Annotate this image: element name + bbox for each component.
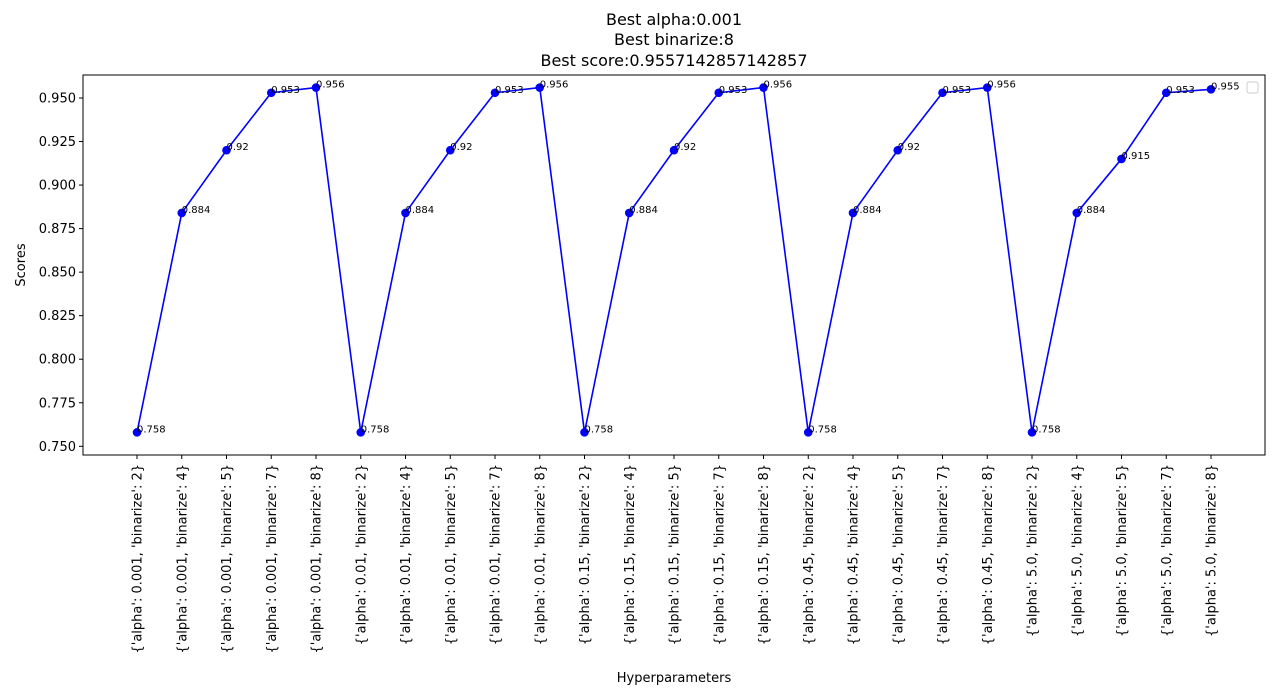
data-point [938, 88, 947, 98]
data-point [580, 428, 589, 437]
legend-box [1246, 81, 1259, 94]
data-point [490, 88, 500, 98]
x-tick-label: {'alpha': 0.001, 'binarize': 5} [220, 464, 235, 654]
x-tick-label: {'alpha': 0.15, 'binarize': 8} [757, 464, 772, 645]
data-point [1117, 154, 1126, 164]
y-axis-label: Scores [14, 243, 29, 286]
data-point [1161, 88, 1171, 98]
y-tick-label: 0.900 [39, 179, 76, 194]
x-tick-label: {'alpha': 0.01, 'binarize': 7} [489, 464, 504, 645]
data-point [445, 145, 455, 155]
data-label: 0.956 [540, 80, 569, 91]
data-point [759, 83, 768, 92]
data-label: 0.92 [674, 142, 696, 153]
data-label: 0.915 [1122, 151, 1151, 162]
y-tick-label: 0.750 [39, 440, 76, 455]
title-line-best-binarize: Best binarize:8 [614, 30, 734, 49]
x-tick-label: {'alpha': 0.45, 'binarize': 8} [981, 464, 996, 645]
x-tick-label: {'alpha': 0.01, 'binarize': 8} [533, 464, 548, 645]
data-point [132, 428, 142, 437]
data-label: 0.758 [808, 424, 837, 435]
x-tick-label: {'alpha': 0.45, 'binarize': 5} [891, 464, 906, 645]
y-tick-label: 0.875 [39, 222, 76, 237]
data-label: 0.953 [271, 85, 300, 96]
data-label: 0.92 [898, 142, 920, 153]
x-tick-label: {'alpha': 0.45, 'binarize': 2} [802, 464, 817, 645]
data-point [982, 83, 992, 92]
data-label: 0.884 [853, 205, 882, 216]
x-tick-label: {'alpha': 0.01, 'binarize': 4} [399, 464, 414, 645]
data-label: 0.956 [987, 80, 1016, 91]
x-axis-label: Hyperparameters [617, 671, 732, 686]
data-point [1027, 428, 1037, 437]
x-tick-label: {'alpha': 0.01, 'binarize': 2} [354, 464, 369, 645]
data-label: 0.758 [585, 424, 614, 435]
x-tick-label: {'alpha': 0.01, 'binarize': 5} [444, 464, 459, 645]
data-label: 0.758 [361, 424, 390, 435]
x-tick-label: {'alpha': 5.0, 'binarize': 4} [1070, 464, 1085, 637]
data-point [401, 208, 410, 218]
data-point [714, 88, 724, 98]
data-label: 0.953 [1166, 85, 1195, 96]
x-axis: {'alpha': 0.001, 'binarize': 2} {'alpha':… [131, 455, 1220, 654]
y-tick-label: 0.825 [39, 309, 76, 324]
data-label: 0.758 [137, 424, 166, 435]
data-point [266, 88, 276, 98]
data-point [222, 145, 231, 155]
plot-area-frame [82, 74, 1266, 456]
x-tick-label: {'alpha': 5.0, 'binarize': 8} [1205, 464, 1220, 637]
data-point [893, 145, 903, 155]
data-labels: 0.758 0.884 0.92 0.953 0.956 0.758 0.884 0.92 0.… [137, 80, 1240, 436]
data-label: 0.884 [629, 205, 658, 216]
y-axis: 0.750 0.775 0.800 0.825 0.850 0.875 0.900 0.925… [39, 91, 83, 455]
x-tick-label: {'alpha': 0.001, 'binarize': 8} [310, 464, 325, 654]
data-point [803, 428, 813, 437]
chart-title: Best alpha:0.001 Best binarize:8 Best sc… [540, 10, 807, 70]
x-tick-label: {'alpha': 0.45, 'binarize': 7} [936, 464, 951, 645]
data-point [311, 83, 321, 92]
data-label: 0.953 [943, 85, 972, 96]
title-line-best-alpha: Best alpha:0.001 [606, 10, 742, 29]
x-tick-label: {'alpha': 0.45, 'binarize': 4} [847, 464, 862, 645]
data-label: 0.956 [316, 80, 345, 91]
data-label: 0.92 [227, 142, 249, 153]
x-tick-label: {'alpha': 5.0, 'binarize': 2} [1026, 464, 1041, 637]
y-tick-label: 0.775 [39, 396, 76, 411]
x-tick-label: {'alpha': 0.15, 'binarize': 2} [578, 464, 593, 645]
data-point [624, 208, 634, 218]
data-label: 0.955 [1211, 81, 1240, 92]
data-point [1072, 208, 1082, 218]
data-label: 0.758 [1032, 424, 1061, 435]
data-point [848, 208, 858, 218]
data-point [177, 208, 187, 218]
x-tick-label: {'alpha': 0.001, 'binarize': 7} [265, 464, 280, 654]
x-tick-label: {'alpha': 0.15, 'binarize': 4} [623, 464, 638, 645]
data-label: 0.884 [406, 205, 435, 216]
x-tick-label: {'alpha': 0.001, 'binarize': 4} [175, 464, 190, 654]
series-line [136, 86, 1212, 434]
data-label: 0.92 [450, 142, 472, 153]
x-tick-label: {'alpha': 0.15, 'binarize': 7} [712, 464, 727, 645]
x-tick-label: {'alpha': 5.0, 'binarize': 7} [1160, 464, 1175, 637]
y-tick-label: 0.850 [39, 266, 76, 281]
x-tick-label: {'alpha': 5.0, 'binarize': 5} [1115, 464, 1130, 637]
series-scores [132, 83, 1216, 437]
x-tick-label: {'alpha': 0.001, 'binarize': 2} [131, 464, 146, 654]
y-tick-label: 0.925 [39, 135, 76, 150]
title-line-best-score: Best score:0.9557142857142857 [540, 51, 807, 70]
data-label: 0.884 [1077, 205, 1106, 216]
data-point [356, 428, 366, 437]
y-tick-label: 0.800 [39, 353, 76, 368]
data-label: 0.953 [495, 85, 524, 96]
data-label: 0.884 [182, 205, 211, 216]
data-point [669, 145, 679, 155]
data-label: 0.953 [719, 85, 748, 96]
y-tick-label: 0.950 [39, 91, 76, 106]
data-point [535, 83, 545, 92]
x-tick-label: {'alpha': 0.15, 'binarize': 5} [668, 464, 683, 645]
data-label: 0.956 [764, 80, 793, 91]
data-point [1206, 84, 1216, 94]
